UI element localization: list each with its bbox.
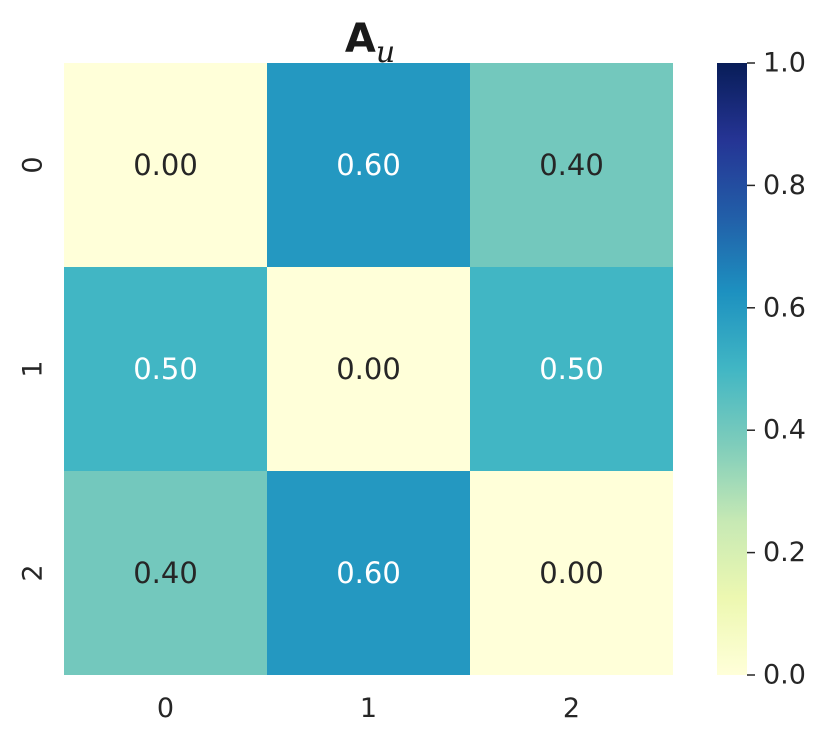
heatmap-cell-label-1-2: 0.50 <box>539 352 604 386</box>
heatmap-cell-0-2 <box>470 63 673 267</box>
heatmap-cell-label-2-1: 0.60 <box>336 556 401 590</box>
heatmap-cell-label-2-0: 0.40 <box>133 556 198 590</box>
heatmap-cell-2-0 <box>64 471 267 675</box>
heatmap-cells: 0.00 0.60 0.40 0.50 0.00 0.50 0.40 0.60 0.00 <box>64 63 673 675</box>
heatmap-cell-2-2 <box>470 471 673 675</box>
heatmap-cell-1-0 <box>64 267 267 471</box>
colorbar-tick-label-5: 1.0 <box>763 48 806 79</box>
colorbar-tick-label-3: 0.6 <box>763 292 806 323</box>
y-tick-label-0: 0 <box>18 156 49 173</box>
heatmap-cell-label-2-2: 0.00 <box>539 556 604 590</box>
title-main: A <box>345 16 376 62</box>
heatmap-cell-label-0-2: 0.40 <box>539 148 604 182</box>
chart-title: Au <box>345 16 395 70</box>
title-subscript: u <box>376 35 395 70</box>
y-tick-label-2: 2 <box>18 564 49 581</box>
x-tick-label-2: 2 <box>563 693 580 724</box>
colorbar-tick-label-4: 0.8 <box>763 170 806 201</box>
y-axis-ticks: 0 1 2 <box>18 156 49 581</box>
heatmap-cell-label-0-0: 0.00 <box>133 148 198 182</box>
y-tick-label-1: 1 <box>18 360 49 377</box>
colorbar: 0.0 0.2 0.4 0.6 0.8 1.0 <box>717 48 806 691</box>
heatmap-cell-2-1 <box>267 471 470 675</box>
colorbar-ticks: 0.0 0.2 0.4 0.6 0.8 1.0 <box>747 48 806 691</box>
heatmap-cell-label-1-1: 0.00 <box>336 352 401 386</box>
heatmap-cell-1-1 <box>267 267 470 471</box>
colorbar-tick-label-1: 0.2 <box>763 537 806 568</box>
heatmap-cell-1-2 <box>470 267 673 471</box>
heatmap-cell-0-1 <box>267 63 470 267</box>
heatmap-cell-label-0-1: 0.60 <box>336 148 401 182</box>
x-tick-label-0: 0 <box>157 693 174 724</box>
colorbar-gradient <box>717 63 747 675</box>
x-axis-ticks: 0 1 2 <box>157 693 580 724</box>
colorbar-tick-label-0: 0.0 <box>763 660 806 691</box>
heatmap-cell-0-0 <box>64 63 267 267</box>
heatmap-cell-label-1-0: 0.50 <box>133 352 198 386</box>
x-tick-label-1: 1 <box>360 693 377 724</box>
colorbar-tick-label-2: 0.4 <box>763 415 806 446</box>
